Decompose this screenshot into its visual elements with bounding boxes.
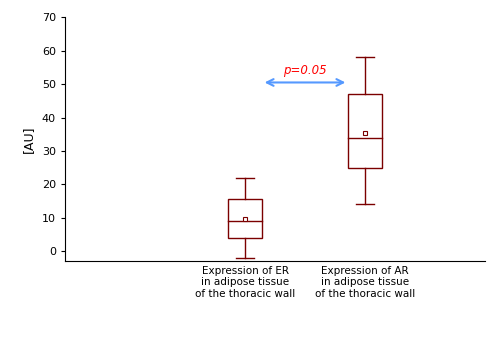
Y-axis label: [AU]: [AU] xyxy=(22,125,35,153)
Bar xyxy=(228,199,262,238)
Bar xyxy=(348,94,382,168)
Text: p=0.05: p=0.05 xyxy=(283,64,327,78)
